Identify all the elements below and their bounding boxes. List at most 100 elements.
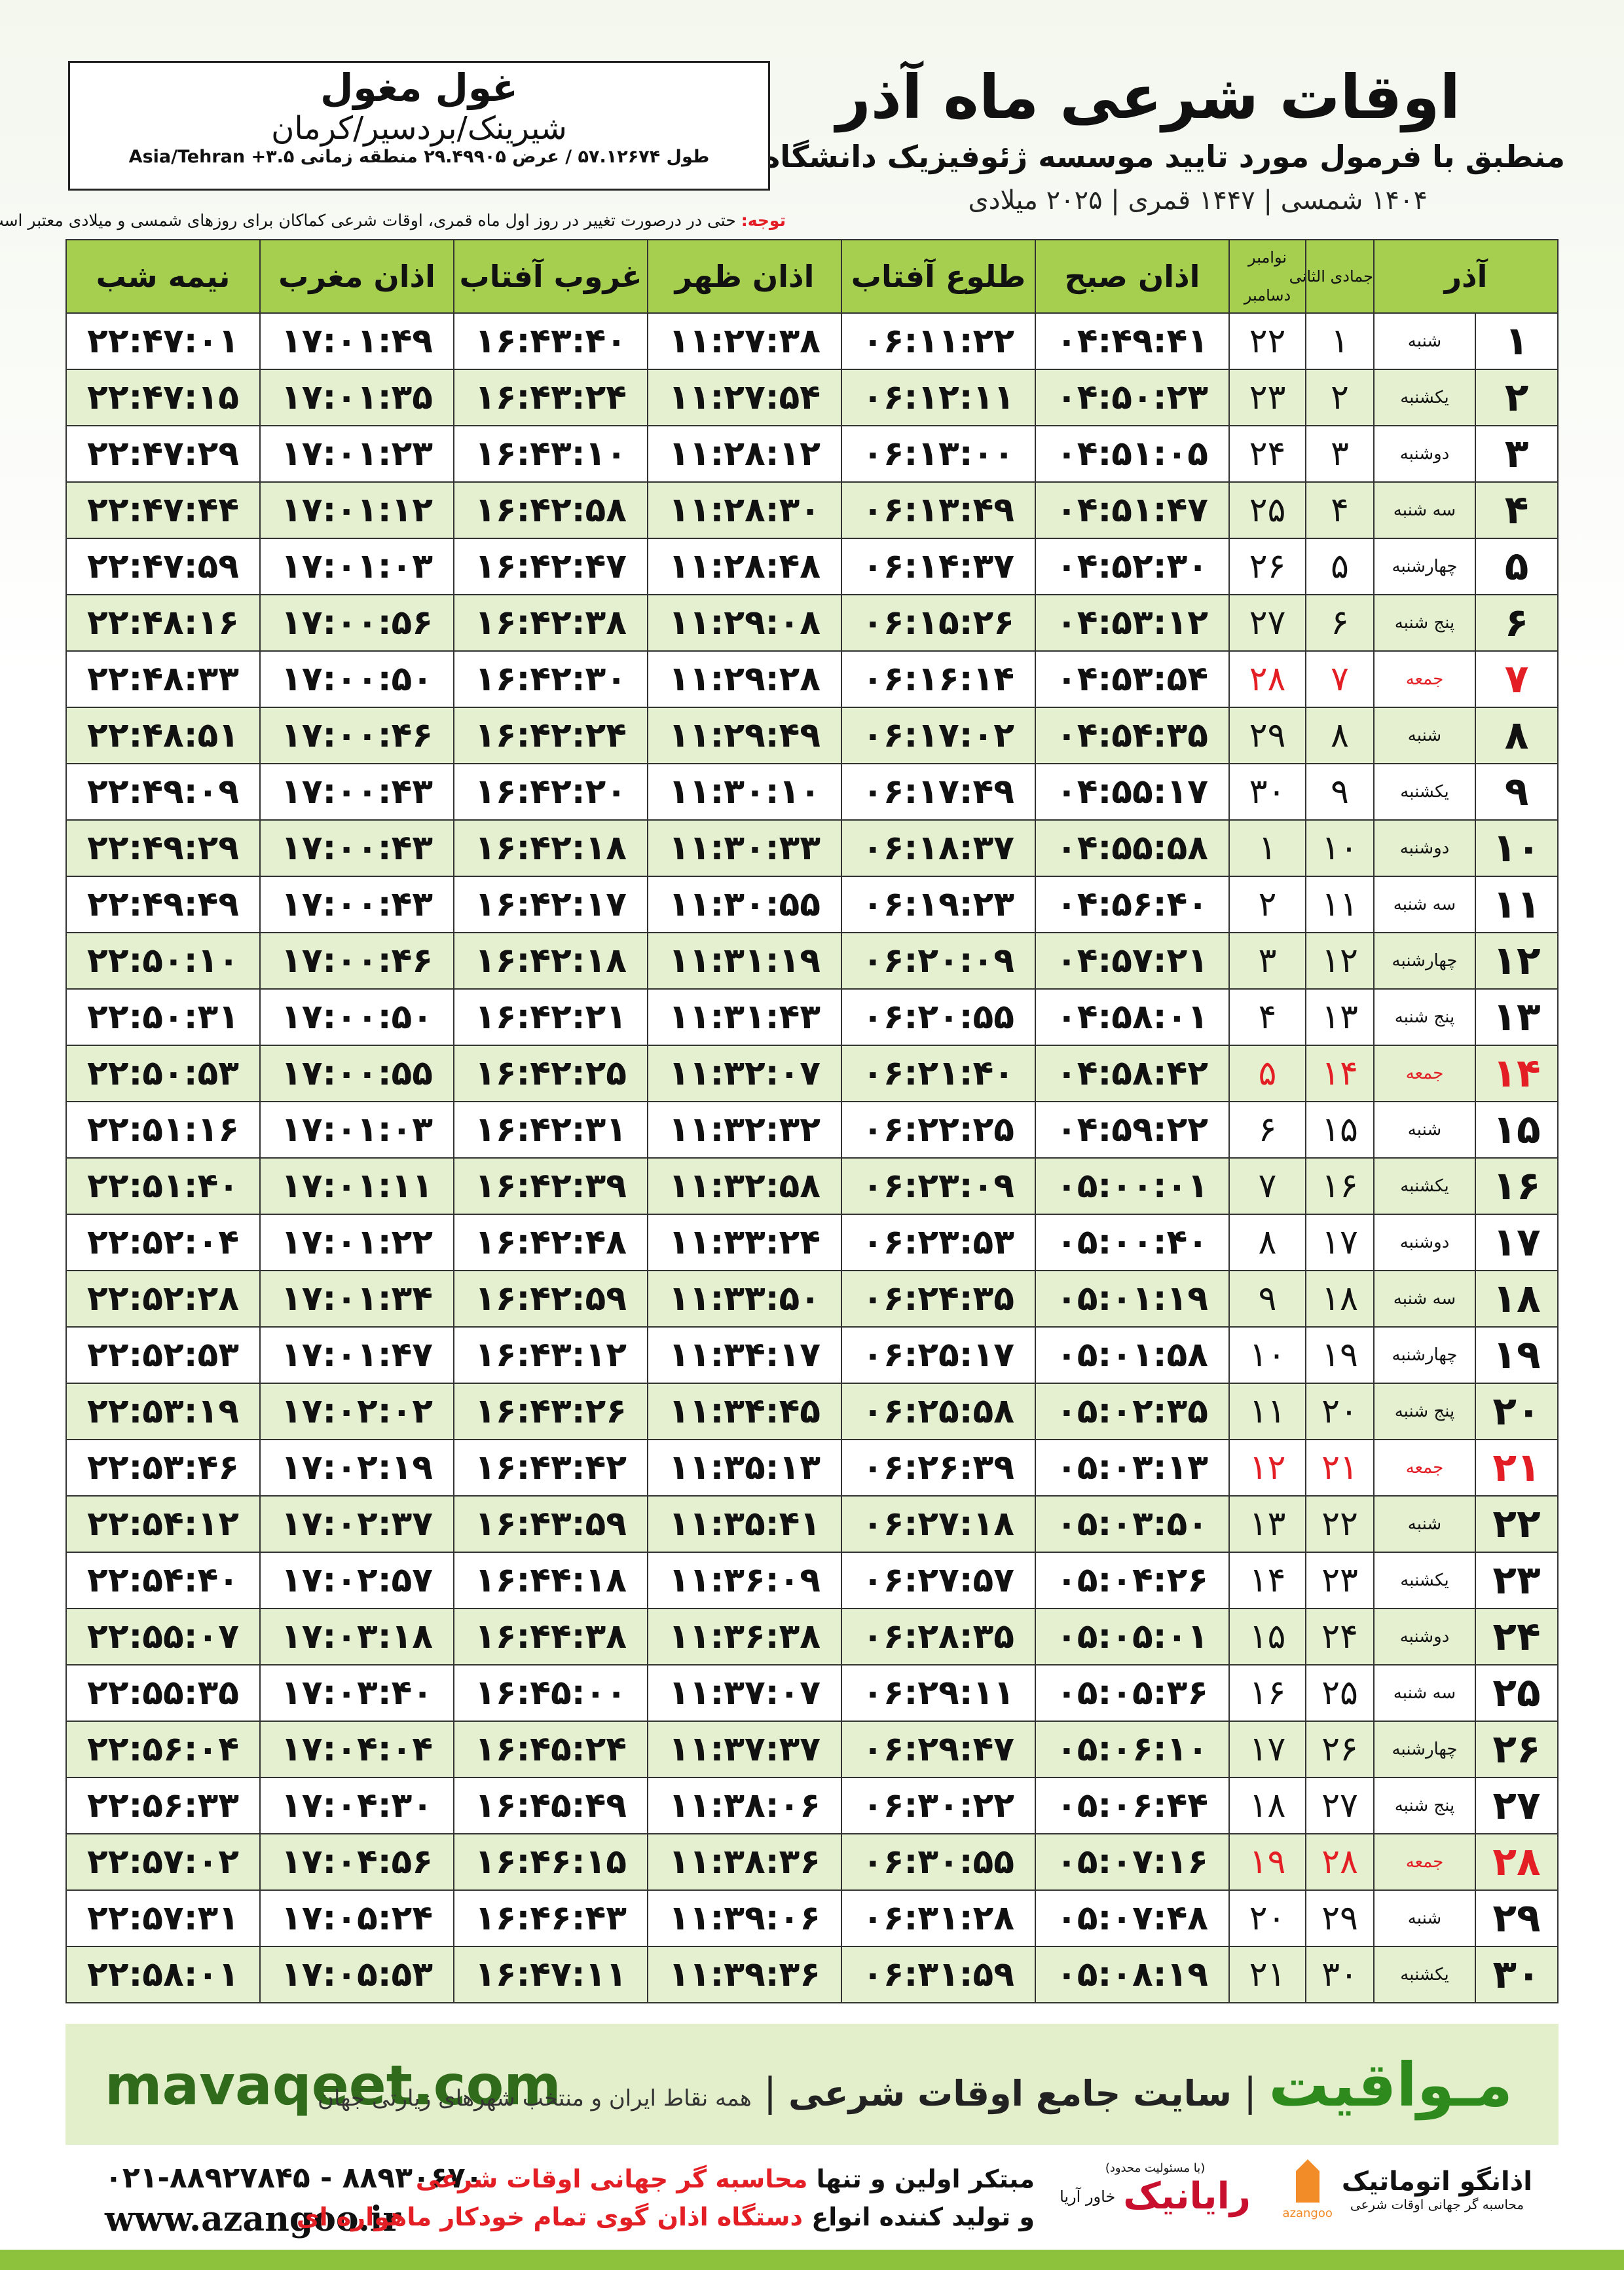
time: ۰۴:۵۵:۱۷ [1035,763,1230,821]
time: ۰۶:۱۱:۲۲ [841,312,1036,370]
time: ۱۱:۲۷:۵۴ [647,369,842,426]
greg-day: ۲ [1228,876,1306,933]
time: ۱۷:۰۱:۲۳ [259,425,454,483]
time: ۰۶:۱۷:۴۹ [841,763,1036,821]
weekday: جمعه [1373,1045,1477,1102]
table-row: ۱ شنبه ۱ ۲۲ ۰۴:۴۹:۴۱ ۰۶:۱۱:۲۲ ۱۱:۲۷:۳۸ ۱۶:۴۳:۴۰… [65,312,1559,370]
time-header: غروب آفتاب [453,239,648,314]
weekday: شنبه [1373,312,1477,370]
time: ۰۴:۵۸:۴۲ [1035,1045,1230,1102]
greg-day: ۴ [1228,988,1306,1046]
solar-day: ۱۹ [1475,1326,1559,1384]
weekday: پنج شنبه [1373,988,1477,1046]
time: ۰۴:۵۱:۴۷ [1035,481,1230,539]
time: ۱۶:۴۲:۲۱ [453,988,648,1046]
weekday: چهارشنبه [1373,1721,1477,1778]
table-row: ۱۴ جمعه ۱۴ ۵ ۰۴:۵۸:۴۲ ۰۶:۲۱:۴۰ ۱۱:۳۲:۰۷ ۱۶:۴۲:۲… [65,1045,1559,1102]
table-row: ۵ چهارشنبه ۵ ۲۶ ۰۴:۵۲:۳۰ ۰۶:۱۴:۳۷ ۱۱:۲۸:۴۸ ۱۶:۴… [65,538,1559,595]
time: ۰۵:۰۲:۳۵ [1035,1383,1230,1440]
hijri-day: ۱۰ [1305,819,1375,877]
table-row: ۱۰ دوشنبه ۱۰ ۱ ۰۴:۵۵:۵۸ ۰۶:۱۸:۳۷ ۱۱:۳۰:۳۳ ۱۶:۴۲… [65,819,1559,877]
time: ۱۶:۴۲:۱۸ [453,932,648,990]
hijri-day: ۱۳ [1305,988,1375,1046]
solar-day: ۶ [1475,594,1559,652]
hijri-day: ۲۹ [1305,1889,1375,1947]
bottom-bar [0,2250,1624,2270]
time: ۱۱:۳۸:۳۶ [647,1833,842,1891]
time: ۰۴:۴۹:۴۱ [1035,312,1230,370]
time: ۰۶:۳۱:۲۸ [841,1889,1036,1947]
time: ۱۷:۰۱:۰۳ [259,1101,454,1159]
greg-day: ۱۴ [1228,1552,1306,1609]
time: ۱۷:۰۱:۱۲ [259,481,454,539]
weekday: دوشنبه [1373,425,1477,483]
time: ۱۱:۳۸:۰۶ [647,1777,842,1834]
time: ۰۶:۱۳:۴۹ [841,481,1036,539]
time: ۲۲:۵۷:۳۱ [65,1889,261,1947]
time: ۰۶:۱۹:۲۳ [841,876,1036,933]
time: ۱۱:۳۷:۳۷ [647,1721,842,1778]
solar-day: ۲۰ [1475,1383,1559,1440]
greg-day: ۲۰ [1228,1889,1306,1947]
greg-day: ۱۶ [1228,1664,1306,1722]
time: ۲۲:۵۴:۱۲ [65,1495,261,1553]
table-row: ۷ جمعه ۷ ۲۸ ۰۴:۵۳:۵۴ ۰۶:۱۶:۱۴ ۱۱:۲۹:۲۸ ۱۶:۴۲:۳۰… [65,650,1559,708]
time: ۰۵:۰۷:۴۸ [1035,1889,1230,1947]
time: ۰۶:۳۱:۵۹ [841,1946,1036,2003]
time: ۱۶:۴۳:۲۴ [453,369,648,426]
time: ۱۶:۴۲:۳۸ [453,594,648,652]
subtitle: منطبق با فرمول مورد تایید موسسه ژئوفیزیک… [665,139,1565,174]
time: ۱۷:۰۲:۵۷ [259,1552,454,1609]
time: ۲۲:۵۴:۴۰ [65,1552,261,1609]
solar-day: ۲۳ [1475,1552,1559,1609]
table-row: ۲۲ شنبه ۲۲ ۱۳ ۰۵:۰۳:۵۰ ۰۶:۲۷:۱۸ ۱۱:۳۵:۴۱ ۱۶:۴۳:… [65,1495,1559,1553]
time: ۲۲:۵۶:۰۴ [65,1721,261,1778]
time: ۰۵:۰۰:۰۱ [1035,1157,1230,1215]
hijri-day: ۸ [1305,707,1375,764]
hijri-day: ۱۹ [1305,1326,1375,1384]
time: ۱۶:۴۲:۱۷ [453,876,648,933]
time: ۱۶:۴۳:۲۶ [453,1383,648,1440]
table-row: ۶ پنج شنبه ۶ ۲۷ ۰۴:۵۳:۱۲ ۰۶:۱۵:۲۶ ۱۱:۲۹:۰۸ ۱۶:۴… [65,594,1559,652]
greg-day: ۱۰ [1228,1326,1306,1384]
solar-day: ۱۵ [1475,1101,1559,1159]
solar-day: ۱۷ [1475,1214,1559,1271]
time: ۰۴:۵۳:۱۲ [1035,594,1230,652]
time: ۰۵:۰۶:۱۰ [1035,1721,1230,1778]
time: ۱۶:۴۳:۱۲ [453,1326,648,1384]
time: ۱۷:۰۰:۵۶ [259,594,454,652]
greg-day: ۷ [1228,1157,1306,1215]
time: ۱۱:۲۸:۱۲ [647,425,842,483]
time: ۱۷:۰۱:۲۲ [259,1214,454,1271]
solar-day: ۵ [1475,538,1559,595]
time: ۲۲:۵۲:۰۴ [65,1214,261,1271]
solar-day: ۲۶ [1475,1721,1559,1778]
time: ۰۵:۰۱:۵۸ [1035,1326,1230,1384]
text: مبتکر اولین و تنها [807,2165,1035,2193]
solar-day: ۹ [1475,763,1559,821]
greg-day: ۲۷ [1228,594,1306,652]
time: ۲۲:۵۷:۰۲ [65,1833,261,1891]
greg-day: ۲۴ [1228,425,1306,483]
greg-day: ۱۸ [1228,1777,1306,1834]
time: ۱۶:۴۲:۳۱ [453,1101,648,1159]
logo-icon [1295,2159,1320,2203]
greg-day: ۲۸ [1228,650,1306,708]
time: ۰۶:۱۷:۰۲ [841,707,1036,764]
hijri-day: ۲۴ [1305,1608,1375,1665]
solar-day: ۲۴ [1475,1608,1559,1665]
table-row: ۳ دوشنبه ۳ ۲۴ ۰۴:۵۱:۰۵ ۰۶:۱۳:۰۰ ۱۱:۲۸:۱۲ ۱۶:۴۳:… [65,425,1559,483]
table-row: ۲۳ یکشنبه ۲۳ ۱۴ ۰۵:۰۴:۲۶ ۰۶:۲۷:۵۷ ۱۱:۳۶:۰۹ ۱۶:۴… [65,1552,1559,1609]
weekday: یکشنبه [1373,1552,1477,1609]
table-row: ۱۳ پنج شنبه ۱۳ ۴ ۰۴:۵۸:۰۱ ۰۶:۲۰:۵۵ ۱۱:۳۱:۴۳ ۱۶:… [65,988,1559,1046]
time: ۰۴:۵۳:۵۴ [1035,650,1230,708]
time: ۰۴:۵۷:۲۱ [1035,932,1230,990]
time: ۰۴:۵۶:۴۰ [1035,876,1230,933]
weekday: جمعه [1373,1833,1477,1891]
time: ۰۴:۵۰:۲۳ [1035,369,1230,426]
time: ۱۷:۰۱:۴۹ [259,312,454,370]
time: ۰۶:۲۰:۵۵ [841,988,1036,1046]
time: ۰۴:۵۸:۰۱ [1035,988,1230,1046]
table-row: ۱۱ سه شنبه ۱۱ ۲ ۰۴:۵۶:۴۰ ۰۶:۱۹:۲۳ ۱۱:۳۰:۵۵ ۱۶:۴… [65,876,1559,933]
